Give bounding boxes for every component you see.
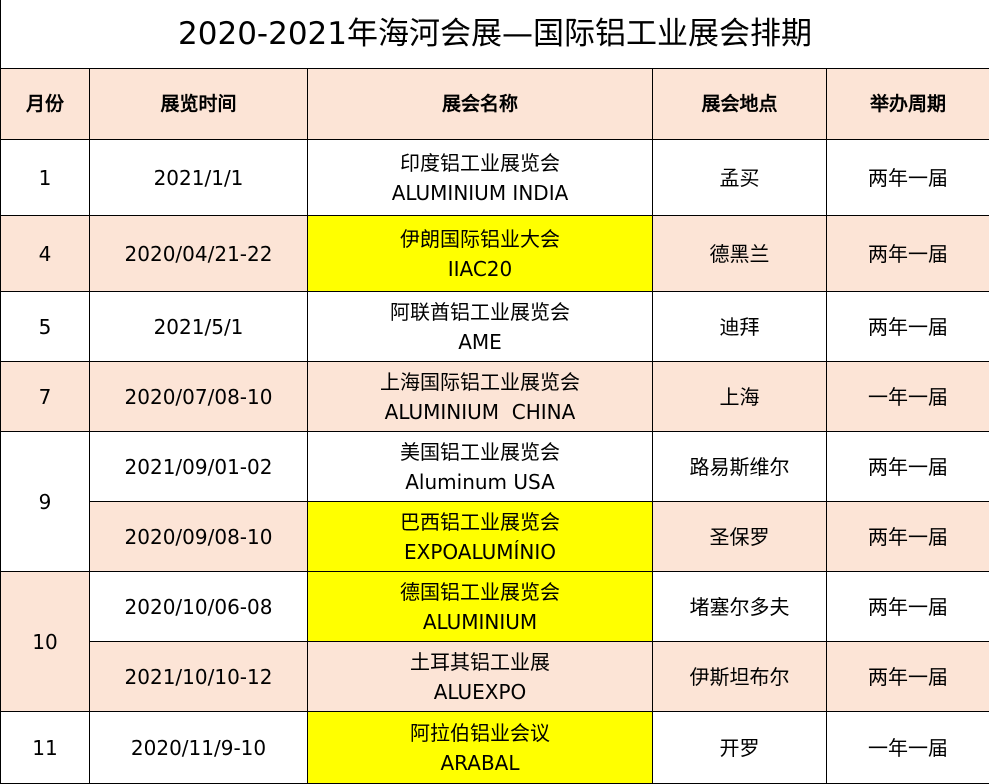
table-row: 2021/10/10-12 土耳其铝工业展 ALUEXPO 伊斯坦布尔 两年一届 (0, 641, 989, 712)
table-row: 10 2020/10/06-08 德国铝工业展览会 ALUMINIUM 堵塞尔多夫 两年一… (0, 571, 989, 712)
location-cell: 开罗 (652, 711, 827, 784)
name-chinese: 巴西铝工业展览会 (400, 509, 560, 534)
date-cell: 2020/09/08-10 (89, 501, 308, 572)
header-name: 展会名称 (307, 68, 653, 140)
table-row: 11 2020/11/9-10 阿拉伯铝业会议 ARABAL 开罗 一年一届 (0, 711, 989, 784)
month-cell: 9 (0, 431, 90, 572)
cycle-cell: 两年一届 (825, 431, 989, 502)
cycle-cell: 两年一届 (825, 641, 989, 712)
location-cell: 迪拜 (652, 291, 827, 362)
name-cell: 土耳其铝工业展 ALUEXPO (307, 641, 653, 712)
name-cell: 伊朗国际铝业大会 IIAC20 (307, 215, 653, 292)
table-row: 2020/09/08-10 巴西铝工业展览会 EXPOALUMÍNIO 圣保罗 两年一届 (0, 501, 989, 572)
name-cell: 印度铝工业展览会 ALUMINIUM INDIA (307, 139, 653, 216)
header-month: 月份 (0, 68, 90, 140)
date-cell: 2021/5/1 (89, 291, 308, 362)
name-english: ALUEXPO (433, 679, 527, 704)
name-chinese: 印度铝工业展览会 (400, 150, 560, 175)
cycle-cell: 两年一届 (825, 215, 989, 292)
date-cell: 2020/07/08-10 (89, 361, 308, 432)
month-cell: 11 (0, 711, 90, 784)
date-cell: 2021/10/10-12 (89, 641, 308, 712)
table-row: 1 2021/1/1 印度铝工业展览会 ALUMINIUM INDIA 孟买 两年一届 (0, 139, 989, 216)
name-english: ALUMINIUM INDIA (391, 180, 569, 205)
name-cell: 阿拉伯铝业会议 ARABAL (307, 711, 653, 784)
date-cell: 2020/10/06-08 (89, 571, 308, 642)
cycle-cell: 两年一届 (825, 139, 989, 216)
name-english: IIAC20 (447, 256, 513, 281)
name-english: ALUMINIUM CHINA (384, 399, 576, 424)
cycle-cell: 两年一届 (825, 571, 989, 642)
location-cell: 伊斯坦布尔 (652, 641, 827, 712)
name-english: AME (458, 329, 502, 354)
table-row: 9 2021/09/01-02 美国铝工业展览会 Aluminum USA 路易斯维尔两… (0, 431, 989, 572)
date-cell: 2020/04/21-22 (89, 215, 308, 292)
name-chinese: 阿联酋铝工业展览会 (390, 299, 570, 324)
date-cell: 2021/1/1 (89, 139, 308, 216)
name-cell: 阿联酋铝工业展览会 AME (307, 291, 653, 362)
month-cell: 5 (0, 291, 90, 362)
location-cell: 孟买 (652, 139, 827, 216)
location-cell: 上海 (652, 361, 827, 432)
month-cell: 10 (0, 571, 90, 712)
name-chinese: 美国铝工业展览会 (400, 439, 560, 464)
table-row: 4 2020/04/21-22 伊朗国际铝业大会 IIAC20 德黑兰 两年一届 (0, 215, 989, 292)
month-cell: 4 (0, 215, 90, 292)
header-date: 展览时间 (89, 68, 308, 140)
header-location: 展会地点 (652, 68, 827, 140)
name-cell: 巴西铝工业展览会 EXPOALUMÍNIO (307, 501, 653, 572)
location-cell: 圣保罗 (652, 501, 827, 572)
table-row: 5 2021/5/1 阿联酋铝工业展览会 AME 迪拜 两年一届 (0, 291, 989, 362)
name-chinese: 上海国际铝工业展览会 (380, 369, 580, 394)
month-cell: 1 (0, 139, 90, 216)
name-chinese: 伊朗国际铝业大会 (400, 226, 560, 251)
cycle-cell: 一年一届 (825, 361, 989, 432)
name-chinese: 土耳其铝工业展 (410, 649, 550, 674)
name-english: EXPOALUMÍNIO (403, 539, 556, 564)
cycle-cell: 一年一届 (825, 711, 989, 784)
cycle-cell: 两年一届 (825, 291, 989, 362)
location-cell: 路易斯维尔 (652, 431, 827, 502)
header-cycle: 举办周期 (825, 68, 989, 140)
date-cell: 2021/09/01-02 (89, 431, 308, 502)
table-row: 7 2020/07/08-10 上海国际铝工业展览会 ALUMINIUM CHINA 上… (0, 361, 989, 432)
name-cell: 德国铝工业展览会 ALUMINIUM (307, 571, 653, 642)
name-cell: 美国铝工业展览会 Aluminum USA (307, 431, 653, 502)
header-row: 月份 展览时间 展会名称 展会地点 举办周期 (0, 68, 989, 140)
name-english: Aluminum USA (405, 469, 555, 494)
name-chinese: 阿拉伯铝业会议 (410, 720, 550, 745)
name-english: ARABAL (440, 750, 520, 775)
date-cell: 2020/11/9-10 (89, 711, 308, 784)
table-title: 2020-2021年海河会展—国际铝工业展会排期 (0, 0, 989, 69)
location-cell: 堵塞尔多夫 (652, 571, 827, 642)
name-english: ALUMINIUM (422, 609, 538, 634)
name-cell: 上海国际铝工业展览会 ALUMINIUM CHINA (307, 361, 653, 432)
title-row: 2020-2021年海河会展—国际铝工业展会排期 (0, 0, 989, 69)
cycle-cell: 两年一届 (825, 501, 989, 572)
location-cell: 德黑兰 (652, 215, 827, 292)
month-cell: 7 (0, 361, 90, 432)
name-chinese: 德国铝工业展览会 (400, 579, 560, 604)
